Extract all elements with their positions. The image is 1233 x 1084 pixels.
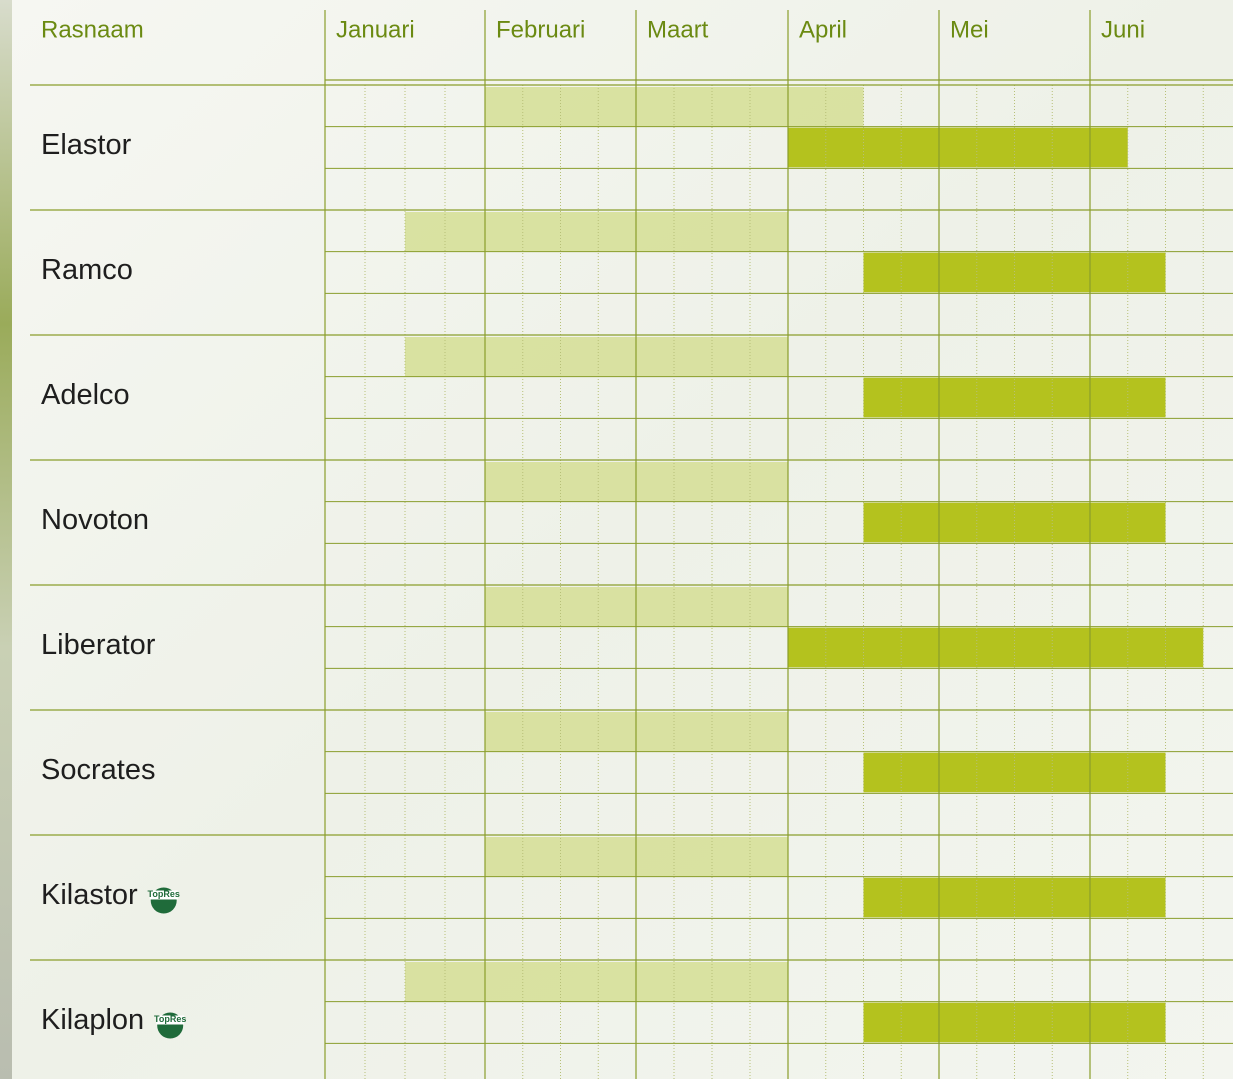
month-label: Februari bbox=[496, 16, 585, 43]
variety-name: Liberator bbox=[41, 629, 156, 661]
variety-name: Ramco bbox=[41, 254, 133, 286]
header-name: Rasnaam bbox=[41, 16, 144, 43]
month-label: Januari bbox=[336, 16, 415, 43]
sowing-bar bbox=[405, 337, 788, 377]
edge bbox=[0, 0, 12, 1079]
harvest-bar bbox=[788, 628, 1203, 668]
badge-text: TopRes bbox=[154, 1014, 186, 1024]
variety-name: Kilaplon bbox=[41, 1004, 144, 1036]
month-label: Juni bbox=[1101, 16, 1145, 43]
calendar: Rasnaam Januari Februari Maart April Mei Juni… bbox=[0, 0, 1233, 1079]
sowing-bar bbox=[405, 962, 788, 1002]
month-label: Mei bbox=[950, 16, 989, 43]
badge-text: TopRes bbox=[148, 889, 180, 899]
variety-name: Novoton bbox=[41, 504, 149, 536]
harvest-bar bbox=[788, 128, 1128, 168]
sowing-bar bbox=[405, 212, 788, 252]
month-label: April bbox=[799, 16, 847, 43]
variety-name: Adelco bbox=[41, 379, 130, 411]
month-label: Maart bbox=[647, 16, 709, 43]
variety-name: Kilastor bbox=[41, 879, 138, 911]
variety-name: Socrates bbox=[41, 754, 155, 786]
page: Rasnaam Januari Februari Maart April Mei Juni… bbox=[0, 0, 1233, 1079]
variety-name: Elastor bbox=[41, 129, 132, 161]
